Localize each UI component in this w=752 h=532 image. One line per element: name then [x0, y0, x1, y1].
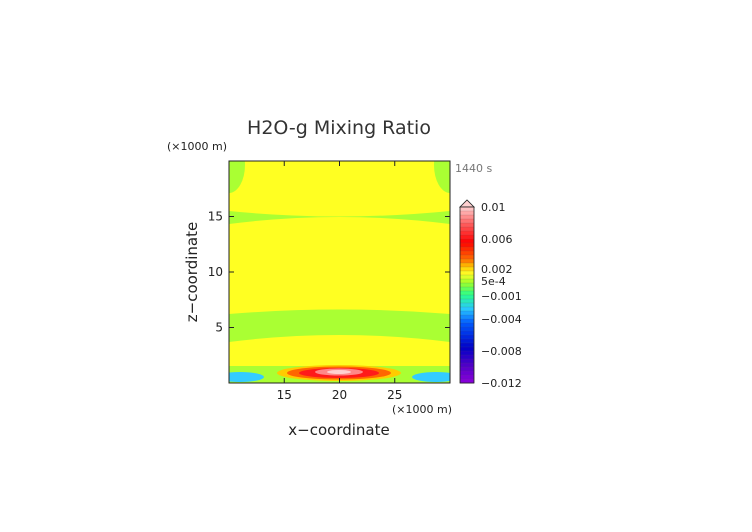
- field-background: [229, 161, 450, 383]
- y-tick-label-1: 10: [208, 265, 223, 279]
- y-tick-label-2: 15: [208, 210, 223, 224]
- colorbar-swatch-8: [459, 238, 475, 244]
- colorbar-swatch-5: [459, 226, 475, 232]
- colorbar-swatch-36: [459, 350, 475, 356]
- field-blue-right: [412, 372, 450, 382]
- field-green-top-right: [434, 161, 450, 193]
- colorbar-swatch-28: [459, 318, 475, 324]
- colorbar-swatch-9: [459, 242, 475, 248]
- colorbar-swatch-10: [459, 246, 475, 252]
- colorbar-swatch-19: [459, 282, 475, 288]
- colorbar-swatch-6: [459, 230, 475, 236]
- x-axis-unit: (×1000 m): [392, 403, 452, 416]
- y-axis-label: z−coordinate: [183, 222, 201, 322]
- colorbar-swatch-27: [459, 314, 475, 320]
- y-tick-label-0: 5: [215, 321, 223, 335]
- colorbar-swatch-40: [459, 366, 475, 372]
- colorbar-swatch-11: [459, 250, 475, 256]
- colorbar-swatch-3: [459, 218, 475, 224]
- colorbar-swatch-41: [459, 370, 475, 376]
- colorbar-swatch-12: [459, 254, 475, 260]
- colorbar-swatch-33: [459, 338, 475, 344]
- colorbar-label-3: 5e-4: [481, 275, 506, 288]
- colorbar-swatch-21: [459, 290, 475, 296]
- colorbar-label-2: 0.002: [481, 263, 513, 276]
- colorbar-swatch-24: [459, 302, 475, 308]
- colorbar-swatch-31: [459, 330, 475, 336]
- colorbar-label-5: −0.004: [481, 313, 522, 326]
- colorbar-swatch-0: [459, 206, 475, 212]
- colorbar-swatch-37: [459, 354, 475, 360]
- colorbar-swatch-20: [459, 286, 475, 292]
- x-axis-label: x−coordinate: [288, 421, 389, 439]
- colorbar-swatch-7: [459, 234, 475, 240]
- colorbar-swatch-34: [459, 342, 475, 348]
- colorbar-swatch-32: [459, 334, 475, 340]
- x-tick-label-2: 25: [387, 388, 402, 402]
- colorbar-swatch-22: [459, 294, 475, 300]
- colorbar-swatch-23: [459, 298, 475, 304]
- y-axis-unit: (×1000 m): [167, 140, 227, 153]
- colorbar-label-4: −0.001: [481, 290, 522, 303]
- colorbar-swatch-16: [459, 270, 475, 276]
- y-axis-ticks: 5 10 15: [208, 210, 450, 335]
- x-tick-label-0: 15: [277, 388, 292, 402]
- colorbar-swatch-2: [459, 214, 475, 220]
- colorbar-swatch-38: [459, 358, 475, 364]
- field-green-band-5km: [229, 309, 450, 342]
- field-green-band-15km: [229, 211, 450, 224]
- colorbar-label-0: 0.01: [481, 201, 506, 214]
- colorbar-swatch-1: [459, 210, 475, 216]
- colorbar-swatch-29: [459, 322, 475, 328]
- colorbar-swatch-39: [459, 362, 475, 368]
- chart-title: H2O-g Mixing Ratio: [247, 117, 431, 139]
- x-tick-label-1: 20: [332, 388, 347, 402]
- field-green-top-left: [229, 161, 245, 193]
- colorbar-swatch-14: [459, 262, 475, 268]
- field-pink-light: [327, 370, 351, 374]
- colorbar-swatch-15: [459, 266, 475, 272]
- colorbar-frame: [459, 206, 475, 384]
- colorbar-label-6: −0.008: [481, 345, 522, 358]
- colorbar-swatch-35: [459, 346, 475, 352]
- field-blue-left: [229, 372, 264, 382]
- colorbar-swatches: [459, 206, 475, 384]
- contour-field: [229, 161, 450, 383]
- colorbar-swatch-42: [459, 374, 475, 380]
- colorbar-swatch-13: [459, 258, 475, 264]
- colorbar-label-1: 0.006: [481, 233, 513, 246]
- colorbar-swatch-17: [459, 274, 475, 280]
- colorbar-swatch-26: [459, 310, 475, 316]
- colorbar-swatch-18: [459, 278, 475, 284]
- colorbar-label-7: −0.012: [481, 377, 522, 390]
- time-label: 1440 s: [455, 162, 492, 175]
- colorbar-top-arrow: [459, 199, 475, 208]
- colorbar-swatch-30: [459, 326, 475, 332]
- x-axis-ticks: 15 20 25: [277, 161, 402, 402]
- colorbar-swatch-25: [459, 306, 475, 312]
- colorbar-swatch-4: [459, 222, 475, 228]
